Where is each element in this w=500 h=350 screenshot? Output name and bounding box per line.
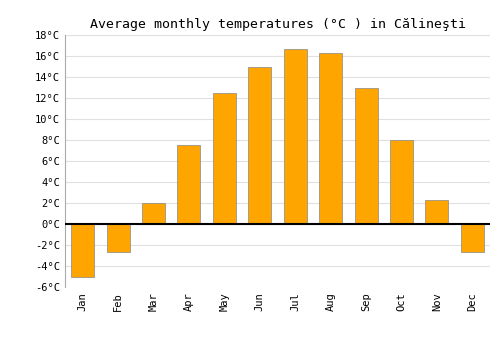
- Bar: [178, 145, 201, 224]
- Bar: [213, 93, 236, 224]
- Bar: [390, 140, 413, 224]
- Bar: [426, 200, 448, 224]
- Title: Average monthly temperatures (°C ) in Călineşti: Average monthly temperatures (°C ) in Că…: [90, 18, 466, 31]
- Bar: [354, 88, 378, 224]
- Bar: [284, 49, 306, 224]
- Bar: [71, 224, 94, 276]
- Bar: [248, 66, 272, 224]
- Bar: [106, 224, 130, 252]
- Bar: [142, 203, 165, 224]
- Bar: [461, 224, 484, 252]
- Bar: [319, 53, 342, 224]
